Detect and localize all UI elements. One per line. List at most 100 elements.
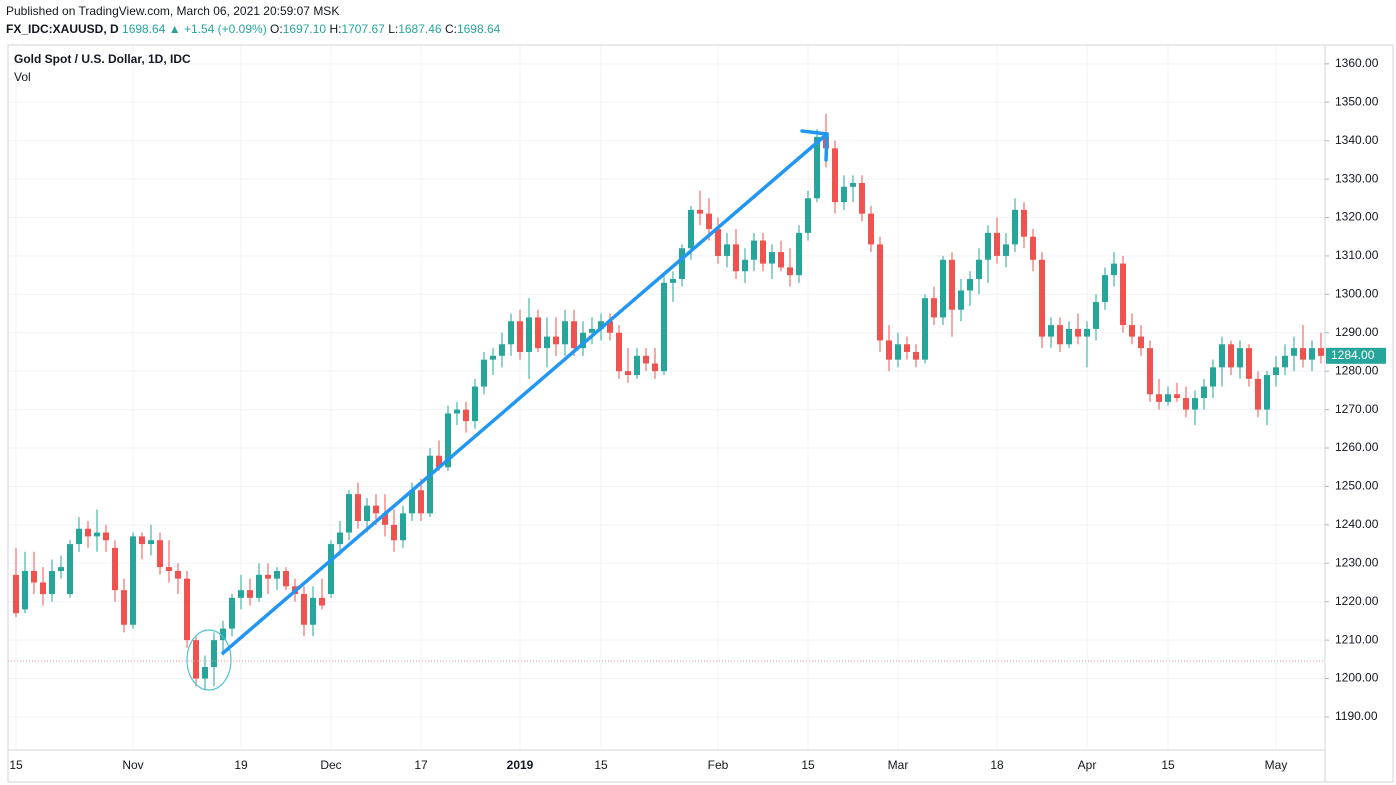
candle-body <box>193 640 199 679</box>
candle-body <box>346 494 352 533</box>
candle-body <box>850 182 856 187</box>
candle-body <box>598 321 604 329</box>
candle-body <box>229 597 235 629</box>
candle-body <box>535 317 541 349</box>
candle-body <box>967 278 973 291</box>
candle-body <box>1309 348 1315 360</box>
candle-body <box>391 524 397 541</box>
candle-body <box>886 340 892 360</box>
candle-body <box>130 536 136 625</box>
candle-body <box>832 148 838 203</box>
candle-body <box>1075 328 1081 337</box>
candle-body <box>481 359 487 387</box>
x-tick-label: Apr <box>1078 758 1097 772</box>
y-tick-label: 1200.00 <box>1335 671 1379 685</box>
candle-body <box>454 409 460 414</box>
ohlc-value: 1697.10 <box>283 22 327 36</box>
candle-body <box>364 505 370 522</box>
last-price-box <box>1326 347 1386 364</box>
candle-body <box>382 513 388 525</box>
x-tick-label: Nov <box>122 758 143 772</box>
candle-body <box>1300 348 1306 360</box>
candle-body <box>940 259 946 318</box>
ohlc-value: 1687.46 <box>398 22 442 36</box>
y-tick-label: 1190.00 <box>1335 709 1378 723</box>
candle-body <box>103 532 109 541</box>
y-tick-label: 1310.00 <box>1335 248 1379 262</box>
candle-body <box>571 321 577 349</box>
candle-body <box>1264 375 1270 410</box>
candle-body <box>1093 302 1099 329</box>
chart-title: Gold Spot / U.S. Dollar, 1D, IDC <box>14 52 191 66</box>
change: ▲ +1.54 (+0.09%) <box>169 22 267 36</box>
candle-body <box>877 244 883 341</box>
candle-body <box>238 590 244 598</box>
candle-body <box>436 455 442 468</box>
y-tick-label: 1290.00 <box>1335 325 1379 339</box>
candle-body <box>1120 263 1126 326</box>
candle-body <box>1039 259 1045 337</box>
candle-body <box>445 413 451 468</box>
candle-body <box>742 259 748 272</box>
ohlc-label: C: <box>445 22 457 36</box>
candle-body <box>544 336 550 349</box>
candle-body <box>1318 348 1324 356</box>
candle-body <box>1129 325 1135 337</box>
candle-body <box>31 570 37 583</box>
arrow-head <box>800 129 829 136</box>
candle-body <box>553 336 559 345</box>
candle-body <box>1048 325 1054 337</box>
candle-body <box>706 213 712 230</box>
y-tick-label: 1210.00 <box>1335 632 1379 646</box>
candle-body <box>1210 367 1216 387</box>
y-tick-label: 1360.00 <box>1335 56 1379 70</box>
candle-body <box>733 244 739 272</box>
candle-body <box>1111 263 1117 276</box>
arrow-shaft <box>221 132 829 655</box>
y-tick-label: 1230.00 <box>1335 555 1379 569</box>
axes: 1190.00 1200.00 1210.00 1220.00 1230.00 1240.… <box>9 56 1386 772</box>
candle-body <box>1183 398 1189 410</box>
candle-body <box>94 532 100 537</box>
candle-body <box>58 567 64 571</box>
candle-body <box>247 590 253 598</box>
x-tick-label: 19 <box>234 758 248 772</box>
grid <box>8 45 1325 750</box>
ohlc-value: 1698.64 <box>457 22 501 36</box>
candle-body <box>1219 344 1225 368</box>
y-tick-label: 1240.00 <box>1335 517 1379 531</box>
candle-body <box>1066 328 1072 345</box>
candle-body <box>868 213 874 245</box>
candle-body <box>1201 386 1207 399</box>
candle-body <box>220 628 226 641</box>
symbol-line: FX_IDC:XAUUSD, D 1698.64 ▲ +1.54 (+0.09%… <box>6 22 501 36</box>
candle-body <box>76 528 82 545</box>
candle-body <box>787 267 793 276</box>
candle-body <box>589 328 595 333</box>
candle-body <box>499 344 505 356</box>
x-tick-label: May <box>1265 758 1288 772</box>
candle-body <box>751 240 757 260</box>
candle-body <box>319 597 325 606</box>
candle-body <box>913 351 919 360</box>
x-tick-label: 15 <box>9 758 23 772</box>
candle-body <box>1273 367 1279 376</box>
candle-body <box>688 209 694 249</box>
y-tick-label: 1340.00 <box>1335 133 1379 147</box>
candle-body <box>175 570 181 579</box>
candle-body <box>949 259 955 310</box>
x-tick-label: 15 <box>1161 758 1175 772</box>
candle-body <box>301 594 307 625</box>
candle-body <box>472 386 478 422</box>
candle-body <box>526 317 532 352</box>
candle-body <box>310 597 316 625</box>
candle-body <box>1237 348 1243 368</box>
candle-body <box>22 570 28 610</box>
candle-body <box>724 244 730 256</box>
candle-body <box>607 321 613 333</box>
candle-body <box>958 290 964 310</box>
candle-body <box>427 455 433 514</box>
x-tick-label: 15 <box>801 758 815 772</box>
